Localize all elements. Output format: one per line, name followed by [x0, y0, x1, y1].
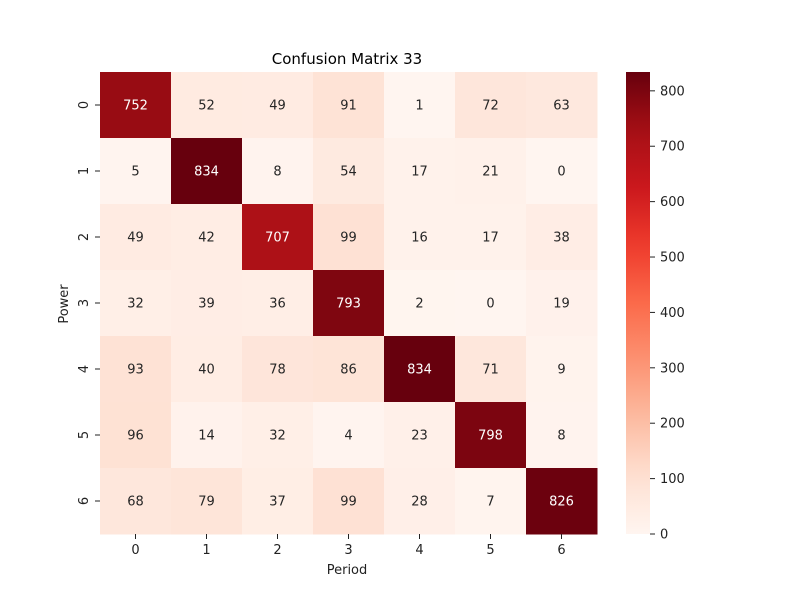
x-tick-label: 1 — [202, 543, 210, 558]
cell-value-label: 49 — [127, 231, 144, 246]
y-tick-label: 1 — [77, 167, 92, 175]
y-tick-label: 5 — [77, 431, 92, 439]
cell-value-label: 78 — [269, 363, 286, 378]
cell-value-label: 826 — [549, 495, 574, 510]
cell-value-label: 834 — [407, 363, 432, 378]
cell-value-label: 93 — [127, 363, 144, 378]
cell-value-label: 8 — [557, 429, 565, 444]
cell-value-label: 36 — [269, 297, 286, 312]
x-tick-label: 5 — [486, 543, 494, 558]
cell-value-label: 2 — [415, 297, 423, 312]
cell-value-label: 68 — [127, 495, 144, 510]
x-axis-label: Period — [327, 563, 368, 578]
heatmap-cells: 752 52 49 91 1 72 635 834 8 54 17 21 049 42 707 99 16 17 3… — [100, 72, 598, 535]
cell-value-label: 4 — [344, 429, 352, 444]
cell-value-label: 49 — [269, 99, 286, 114]
cell-value-label: 99 — [340, 495, 357, 510]
cell-value-label: 52 — [198, 99, 215, 114]
cell-value-label: 21 — [482, 165, 499, 180]
cell-value-label: 32 — [127, 297, 144, 312]
cell-value-label: 79 — [198, 495, 215, 510]
cell-value-label: 834 — [194, 165, 219, 180]
cell-value-label: 71 — [482, 363, 499, 378]
colorbar-tick-label: 100 — [660, 472, 685, 487]
cell-value-label: 793 — [336, 297, 361, 312]
cell-value-label: 707 — [265, 231, 290, 246]
cell-value-label: 72 — [482, 99, 499, 114]
cell-value-label: 96 — [127, 429, 144, 444]
colorbar-tick-label: 300 — [660, 361, 685, 376]
cell-value-label: 5 — [131, 165, 139, 180]
cell-value-label: 32 — [269, 429, 286, 444]
cell-value-label: 99 — [340, 231, 357, 246]
cell-value-label: 23 — [411, 429, 428, 444]
cell-value-label: 86 — [340, 363, 357, 378]
x-tick-label: 2 — [273, 543, 281, 558]
colorbar: 0 100 200 300 400 500 600 700 800 — [626, 72, 685, 543]
cell-value-label: 63 — [553, 99, 570, 114]
y-tick-label: 0 — [77, 101, 92, 109]
colorbar-tick-label: 200 — [660, 417, 685, 432]
colorbar-tick-label: 500 — [660, 251, 685, 266]
colorbar-gradient — [626, 72, 650, 534]
colorbar-tick-label: 400 — [660, 306, 685, 321]
y-tick-label: 6 — [77, 497, 92, 505]
cell-value-label: 28 — [411, 495, 428, 510]
cell-value-label: 37 — [269, 495, 286, 510]
y-tick-label: 3 — [77, 299, 92, 307]
colorbar-tick-label: 600 — [660, 195, 685, 210]
cell-value-label: 17 — [411, 165, 428, 180]
cell-value-label: 7 — [486, 495, 494, 510]
x-axis-ticks: 0 1 2 3 4 5 6 — [131, 534, 565, 558]
cell-value-label: 38 — [553, 231, 570, 246]
cell-value-label: 0 — [486, 297, 494, 312]
y-axis-ticks: 0 1 2 3 4 5 6 — [77, 101, 100, 505]
chart-title: Confusion Matrix 33 — [272, 50, 422, 68]
cell-value-label: 54 — [340, 165, 357, 180]
cell-value-label: 8 — [273, 165, 281, 180]
y-tick-label: 2 — [77, 233, 92, 241]
cell-value-label: 91 — [340, 99, 357, 114]
cell-value-label: 16 — [411, 231, 428, 246]
cell-value-label: 17 — [482, 231, 499, 246]
x-tick-label: 4 — [415, 543, 423, 558]
cell-value-label: 42 — [198, 231, 215, 246]
cell-value-label: 19 — [553, 297, 570, 312]
x-tick-label: 6 — [557, 543, 565, 558]
cell-value-label: 798 — [478, 429, 503, 444]
cell-value-label: 0 — [557, 165, 565, 180]
cell-value-label: 40 — [198, 363, 215, 378]
colorbar-tick-label: 700 — [660, 140, 685, 155]
cell-value-label: 14 — [198, 429, 215, 444]
y-tick-label: 4 — [77, 365, 92, 373]
cell-value-label: 752 — [123, 99, 148, 114]
x-tick-label: 0 — [131, 543, 139, 558]
cell-value-label: 9 — [557, 363, 565, 378]
colorbar-tick-label: 800 — [660, 84, 685, 99]
x-tick-label: 3 — [344, 543, 352, 558]
cell-value-label: 39 — [198, 297, 215, 312]
y-axis-label: Power — [57, 284, 72, 324]
colorbar-tick-label: 0 — [660, 528, 668, 543]
cell-value-label: 1 — [415, 99, 423, 114]
